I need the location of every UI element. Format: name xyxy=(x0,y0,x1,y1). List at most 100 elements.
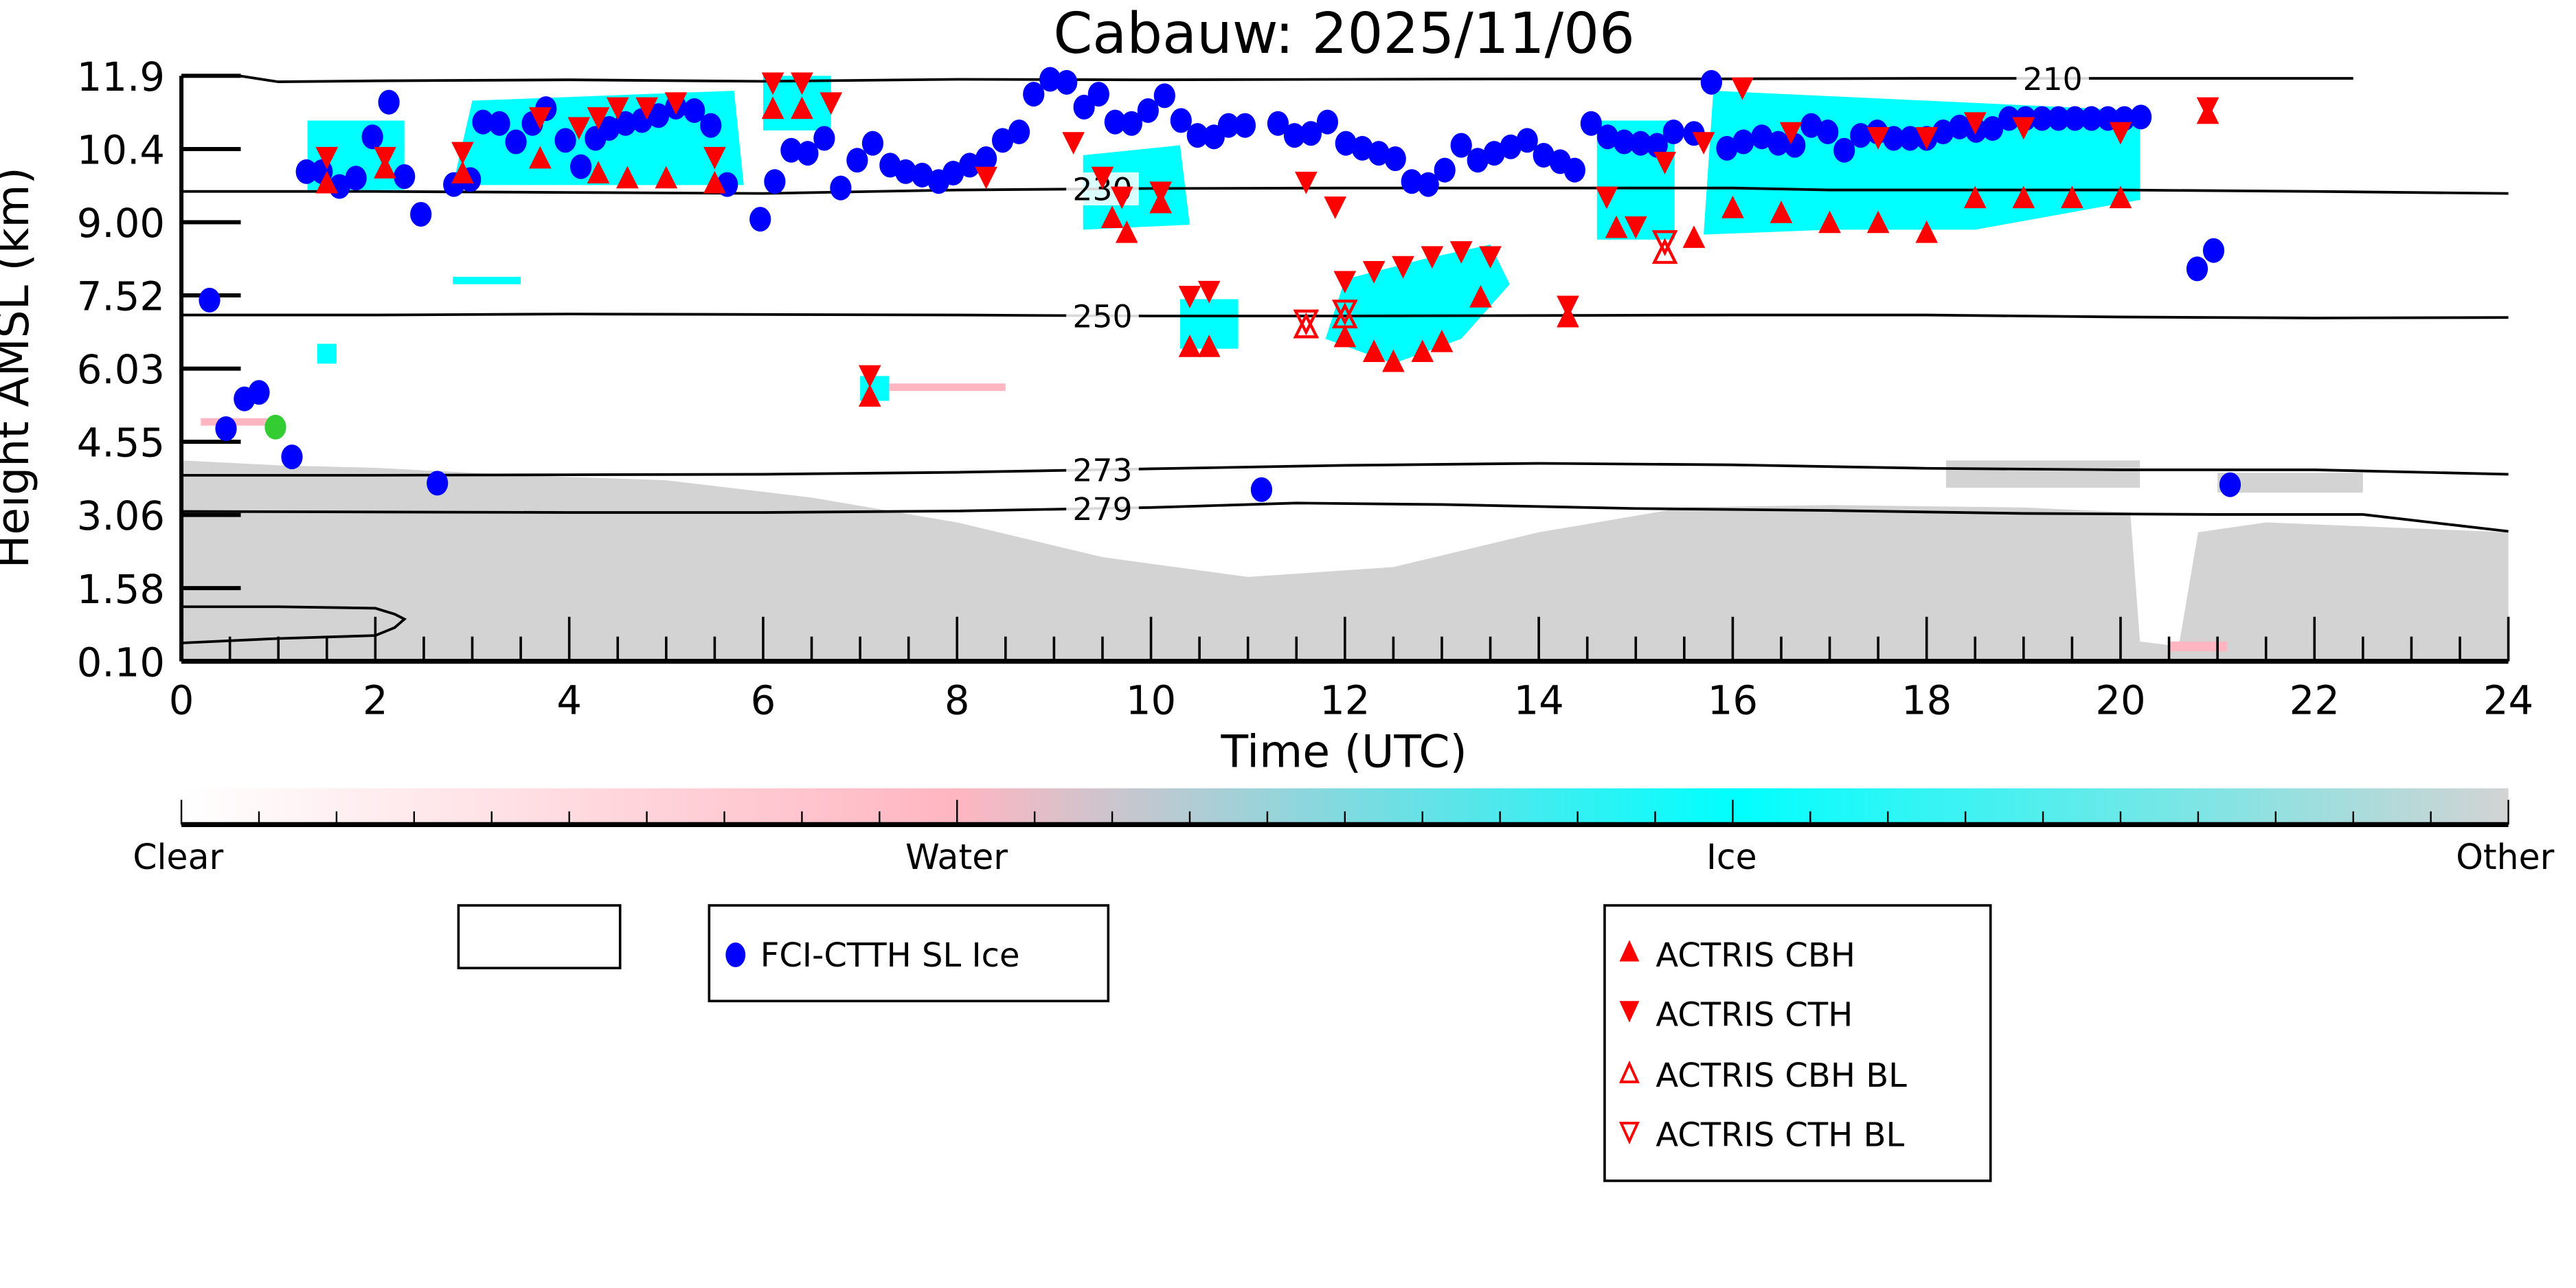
marker-actris-cth xyxy=(2196,97,2219,120)
legend-blue-circle-icon xyxy=(725,942,746,968)
point-fci-ctth-sl-ice xyxy=(1087,82,1109,107)
point-fci-ctth-sl-ice xyxy=(1434,157,1456,183)
y-tick-label: 11.9 xyxy=(77,54,165,100)
point-fci-ctth-sl-ice xyxy=(830,175,852,201)
marker-actris-cth xyxy=(315,146,339,170)
contour-label: 210 xyxy=(2023,61,2083,98)
point-fci-ctth-sl-ice xyxy=(1267,111,1289,136)
point-fci-ctth-sl-ice xyxy=(780,137,802,163)
x-tick-label: 6 xyxy=(751,678,776,724)
point-fci-ctth-sl-ice xyxy=(1417,172,1439,197)
marker-actris-cbh xyxy=(1197,335,1221,357)
point-fci-ctth-sl-ice xyxy=(1283,123,1306,148)
contour-label-bg xyxy=(1066,299,1139,332)
marker-actris-cth xyxy=(820,92,843,115)
point-fci-ctth-sl-ice xyxy=(683,98,705,123)
point-fci-ctth-sl-ice xyxy=(345,166,367,191)
contour-label-bg xyxy=(1066,453,1139,486)
point-fci-ctth-sl-ice xyxy=(2219,472,2241,497)
point-fci-ctth-sl-ice xyxy=(569,154,592,179)
legend-label: ACTRIS CBH BL xyxy=(1656,1057,1907,1095)
x-tick-label: 12 xyxy=(1320,678,1370,724)
point-fci-ctth-sl-ice xyxy=(1170,108,1192,133)
marker-actris-cbh xyxy=(655,166,678,189)
marker-actris-cth xyxy=(2012,117,2035,140)
marker-actris-cth xyxy=(1557,295,1579,319)
contour-line xyxy=(181,313,2509,319)
point-fci-ctth-sl-ice xyxy=(1646,133,1668,158)
contour-line xyxy=(181,186,2509,195)
y-tick-label: 1.58 xyxy=(77,567,165,613)
colorbar-label-ice: Ice xyxy=(1706,837,1757,877)
marker-actris-cbh xyxy=(1382,349,1405,372)
marker-actris-cbh xyxy=(1818,210,1841,234)
legend-open-triangle-down-icon xyxy=(1618,1122,1640,1144)
point-fci-ctth-sl-ice xyxy=(1833,137,1855,163)
legend-box xyxy=(1603,904,1992,1182)
point-fci-ctth-sl-ice xyxy=(1120,111,1142,136)
point-fci-ctth-sl-ice xyxy=(797,141,819,166)
legend-label: ACTRIS CTH BL xyxy=(1656,1116,1904,1155)
legend-triangle-up-icon xyxy=(1619,940,1640,962)
point-fci-ctth-sl-ice xyxy=(1467,148,1489,173)
legend-label: FCI-CTTH SL Ice xyxy=(760,936,1020,975)
point-fci-ctth-sl-ice xyxy=(1450,133,1472,158)
point-fci-ctth-sl-ice xyxy=(2130,104,2152,130)
contour-label: 273 xyxy=(1072,453,1132,489)
marker-actris-cth xyxy=(1197,280,1221,304)
point-fci-ctth-sl-ice xyxy=(361,124,383,150)
y-tick-label: 6.03 xyxy=(77,347,165,393)
marker-actris-cth xyxy=(1178,286,1201,308)
marker-actris-cbh xyxy=(451,161,474,184)
marker-actris-cth xyxy=(1692,132,1715,155)
marker-actris-cth xyxy=(1421,246,1444,269)
marker-actris-cth xyxy=(1091,166,1114,190)
cloud-class-field xyxy=(181,76,2509,662)
y-tick-labels: 0.10 1.58 3.06 4.55 6.03 7.52 9.00 10.4 11.9 xyxy=(77,54,165,686)
point-fci-ctth-sl-ice xyxy=(295,159,317,184)
point-fci-ctth-sl-ice xyxy=(1056,69,1078,95)
point-fci-ctth-sl-ice xyxy=(813,126,835,151)
marker-actris-cth xyxy=(635,97,658,120)
point-fci-ctth-sl-ice xyxy=(1023,82,1045,107)
point-fci-ctth-sl-ice xyxy=(1629,131,1651,156)
point-fci-ctth-sl-ice xyxy=(846,148,868,173)
point-fci-ctth-sl-ice xyxy=(1104,109,1126,135)
point-fci-ctth-sl-ice xyxy=(975,146,997,172)
point-fci-ctth-sl-ice xyxy=(505,129,527,155)
marker-actris-cbh xyxy=(528,146,552,169)
marker-actris-cth-bl xyxy=(1651,230,1678,256)
cloud-region-water xyxy=(2169,641,2228,652)
marker-actris-cbh xyxy=(2061,185,2083,209)
point-fci-ctth-sl-ice xyxy=(614,111,637,136)
point-fci-ctth-sl-ice xyxy=(1716,135,1738,161)
point-fci-ctth-sl-ice xyxy=(1563,157,1585,183)
point-fci-ctth-sl-ice xyxy=(1949,114,1971,139)
point-fci-ctth-sl-ice xyxy=(554,128,576,153)
y-tick-label: 4.55 xyxy=(77,420,165,466)
y-tick-label: 0.10 xyxy=(77,640,165,686)
marker-actris-cth xyxy=(1915,126,1939,150)
marker-actris-cbh xyxy=(1770,201,1793,223)
point-fci-ctth-sl-ice xyxy=(1073,94,1095,120)
point-fci-ctth-sl-ice xyxy=(1613,129,1635,155)
y-tick-label: 10.4 xyxy=(77,128,165,174)
point-fci-ctth-sl-ice xyxy=(1008,120,1030,145)
colorbar-label-water: Water xyxy=(905,837,1008,877)
point-fci-ctth-sl-ice xyxy=(1384,146,1406,172)
contour-label: 279 xyxy=(1072,491,1132,528)
marker-actris-cbh xyxy=(315,170,339,194)
point-fci-ctth-sl-ice xyxy=(215,416,237,441)
marker-actris-cth xyxy=(1449,241,1473,264)
cloud-region-other xyxy=(181,460,2509,662)
contour-label-bg xyxy=(2016,62,2090,95)
point-fci-ctth-sl-ice xyxy=(598,115,620,142)
colorbar-label-other: Other xyxy=(2456,837,2554,877)
point-fci-ctth-sl-ice xyxy=(427,471,449,496)
marker-actris-cbh xyxy=(791,96,813,120)
point-fci-ctth-sl-ice xyxy=(281,444,303,470)
point-fci-ctth-sl-ice xyxy=(991,128,1014,153)
marker-actris-cth xyxy=(975,166,997,190)
cloud-region-water xyxy=(889,383,1006,392)
contour-label: 250 xyxy=(1072,298,1132,335)
